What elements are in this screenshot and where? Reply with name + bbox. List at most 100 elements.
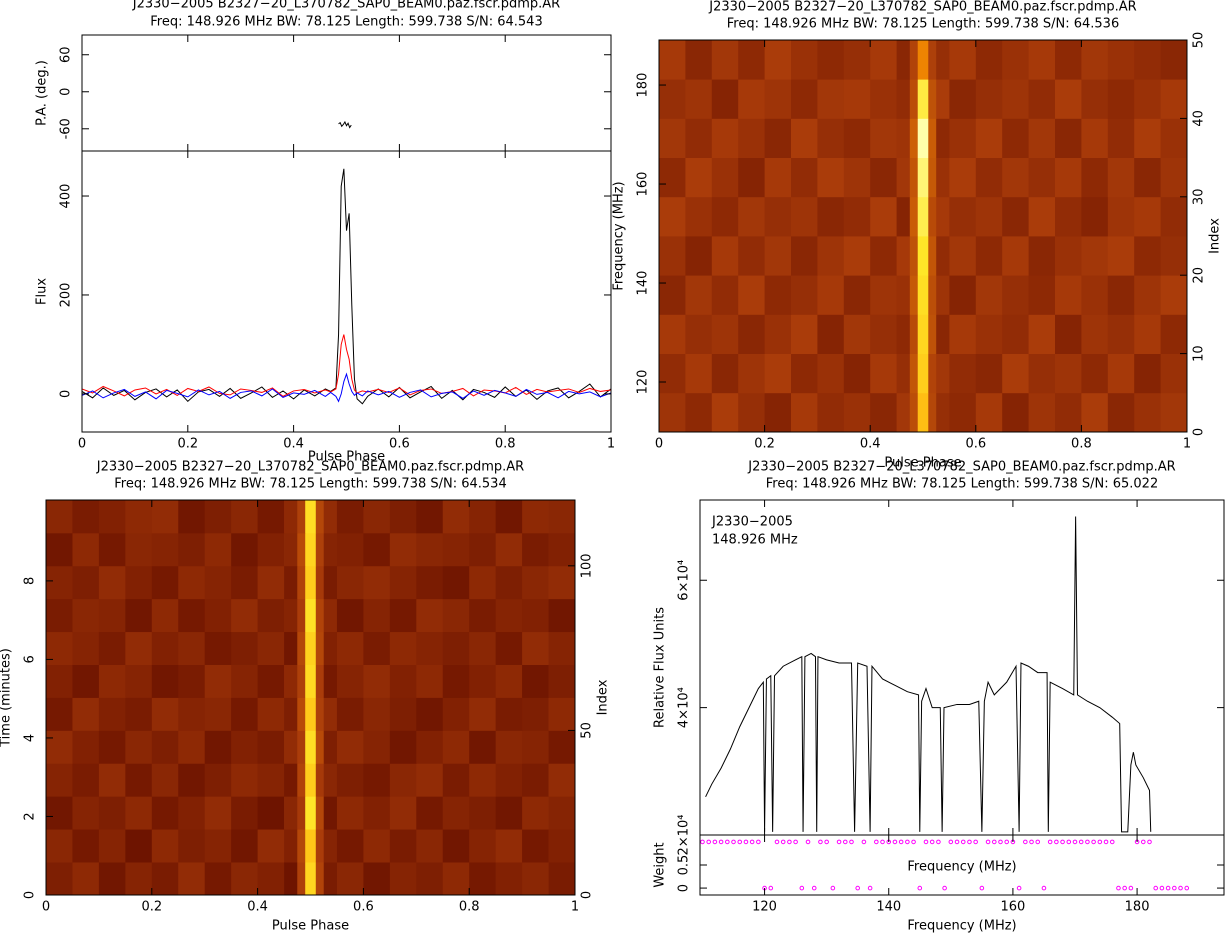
heat-cell — [843, 392, 871, 432]
heat-cell — [389, 697, 417, 731]
point — [1060, 839, 1065, 845]
heat-cell — [711, 392, 739, 432]
heat-cell — [469, 532, 497, 567]
heat-cell — [975, 392, 1003, 432]
heat-cell — [495, 664, 523, 698]
heat-cell — [389, 664, 417, 698]
x-axis-label: Pulse Phase — [884, 456, 961, 471]
heat-cell — [315, 565, 325, 600]
point — [811, 885, 817, 891]
heat-cell — [469, 631, 497, 665]
heat-cell — [522, 829, 549, 863]
x-tick-label: 0.2 — [141, 900, 162, 915]
plot-frame — [81, 150, 612, 433]
heat-cell — [204, 598, 232, 633]
point — [1159, 885, 1165, 891]
heat-cell — [896, 275, 911, 315]
point — [867, 885, 873, 891]
heat-cell — [1107, 353, 1135, 394]
heat-cell — [204, 664, 232, 698]
heat-cell — [1160, 392, 1187, 432]
heat-cell — [363, 862, 391, 895]
heat-cell — [928, 275, 937, 315]
heat-cell — [1028, 314, 1056, 354]
x-axis-label: Pulse Phase — [272, 919, 349, 934]
heat-cell — [936, 196, 950, 237]
heat-cell — [315, 664, 325, 698]
heat-cell — [659, 314, 686, 354]
heat-cell — [1055, 392, 1082, 432]
heat-cell — [791, 236, 818, 276]
point — [985, 839, 991, 845]
heat-cell — [151, 862, 179, 895]
y2-tick-label: 50 — [580, 722, 595, 739]
heat-cell — [416, 664, 444, 698]
heat-cell — [469, 697, 497, 731]
heat-cell — [72, 532, 100, 567]
heat-cell — [257, 862, 285, 895]
heat-cell — [389, 532, 417, 567]
heat-cell — [495, 500, 523, 534]
heat-cell — [315, 829, 325, 863]
point — [849, 839, 854, 845]
heat-cell — [125, 796, 153, 830]
heat-cell — [469, 796, 497, 830]
heat-cell — [323, 500, 338, 534]
heat-cell — [1002, 275, 1029, 315]
heat-cell — [936, 275, 950, 315]
point — [818, 839, 823, 845]
heat-cell — [928, 314, 937, 354]
heat-cell — [817, 79, 845, 119]
heat-cell — [870, 314, 897, 354]
heat-cell — [323, 796, 338, 830]
point — [948, 839, 954, 845]
point — [780, 839, 786, 845]
heat-cell — [125, 763, 153, 797]
point — [787, 839, 792, 845]
heat-cell — [548, 532, 575, 567]
heat-cell — [323, 664, 338, 698]
heat-cell — [125, 664, 153, 698]
heat-cell — [817, 353, 845, 394]
y2-tick-label: 30 — [1192, 189, 1207, 206]
heat-cell — [1134, 40, 1161, 80]
heat-cell — [548, 862, 575, 895]
heat-cell — [442, 631, 470, 665]
heat-cell — [125, 500, 153, 534]
heat-cell — [284, 796, 298, 830]
heat-cell — [764, 275, 792, 315]
heat-cell — [416, 500, 444, 534]
heat-cell — [363, 598, 391, 633]
heat-cell — [659, 40, 686, 80]
y2-tick-label: 40 — [1192, 110, 1207, 127]
heat-cell — [870, 236, 897, 276]
y-tick-label: -60 — [59, 118, 74, 139]
heat-cell — [416, 730, 444, 764]
heat-cell — [1160, 236, 1187, 276]
heat-cell — [151, 598, 179, 633]
heat-cell — [936, 118, 950, 158]
heat-cell — [284, 862, 298, 895]
heat-cell — [204, 500, 232, 534]
heat-cell — [1134, 79, 1161, 119]
y2-tick-label: 10 — [1192, 345, 1207, 362]
heat-cell — [928, 157, 937, 198]
heat-cell — [204, 862, 232, 895]
heat-cell — [1107, 314, 1135, 354]
heat-cell — [936, 40, 950, 80]
chart-subtitle: Freq: 148.926 MHz BW: 78.125 Length: 599… — [766, 477, 1158, 492]
heat-cell — [178, 631, 206, 665]
point — [917, 885, 923, 891]
point — [1066, 839, 1072, 845]
heat-cell — [416, 862, 444, 895]
heat-cell — [315, 730, 325, 764]
x-tick-label: 0.4 — [283, 437, 304, 452]
series-line — [705, 516, 1152, 833]
heat-cell — [125, 730, 153, 764]
heat-cell — [46, 862, 73, 895]
point — [1078, 839, 1084, 845]
heat-cell — [1028, 236, 1056, 276]
heat-cell — [305, 500, 317, 534]
heat-cell — [204, 565, 232, 600]
heat-cell — [843, 118, 871, 158]
